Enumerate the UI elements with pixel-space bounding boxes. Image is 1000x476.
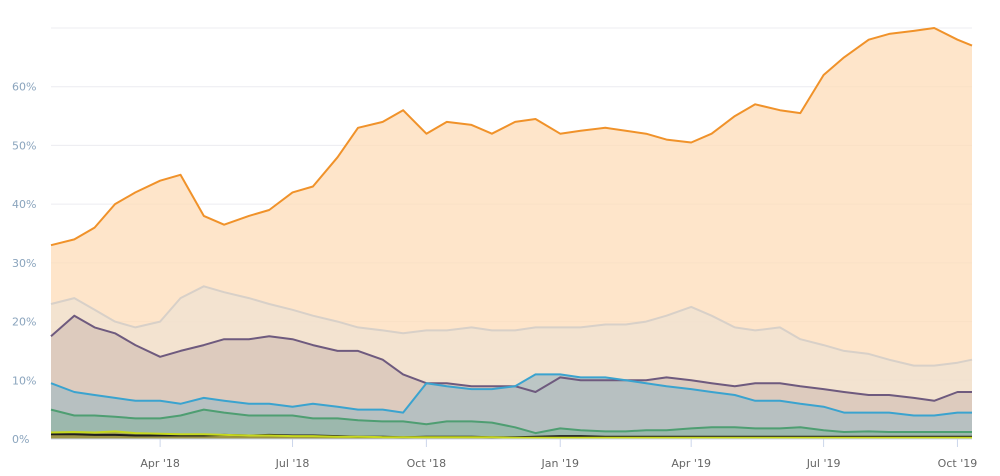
x-axis: Apr '18 Jul '18 Oct '18 Jan '19 Apr '19 … <box>51 438 978 470</box>
series-line-0 <box>50 27 973 247</box>
y-tick-label: 30% <box>12 257 36 270</box>
series-line-3 <box>50 373 972 417</box>
x-tick-label: Jul '18 <box>275 457 310 470</box>
y-tick-label: 0% <box>12 433 29 446</box>
y-tick-label: 10% <box>12 374 36 387</box>
x-tick-label: Oct '18 <box>407 457 447 470</box>
x-tick-label: Apr '19 <box>671 457 711 470</box>
x-tick-label: Oct '19 <box>938 457 978 470</box>
series-group <box>50 27 973 439</box>
y-tick-label: 50% <box>12 139 36 152</box>
y-tick-label: 40% <box>12 198 36 211</box>
y-tick-label: 20% <box>12 316 36 329</box>
series-line-1 <box>50 285 973 367</box>
series-area-4 <box>51 409 972 439</box>
y-tick-label: 60% <box>12 81 36 94</box>
series-line-6 <box>50 430 972 439</box>
x-tick-label: Apr '18 <box>140 457 180 470</box>
series-line-4 <box>50 408 972 435</box>
y-axis: 0% 10% 20% 30% 40% 50% 60% <box>12 81 36 446</box>
x-tick-label: Jan '19 <box>540 457 578 470</box>
x-tick-label: Jul '19 <box>806 457 841 470</box>
series-area-6 <box>51 431 972 439</box>
